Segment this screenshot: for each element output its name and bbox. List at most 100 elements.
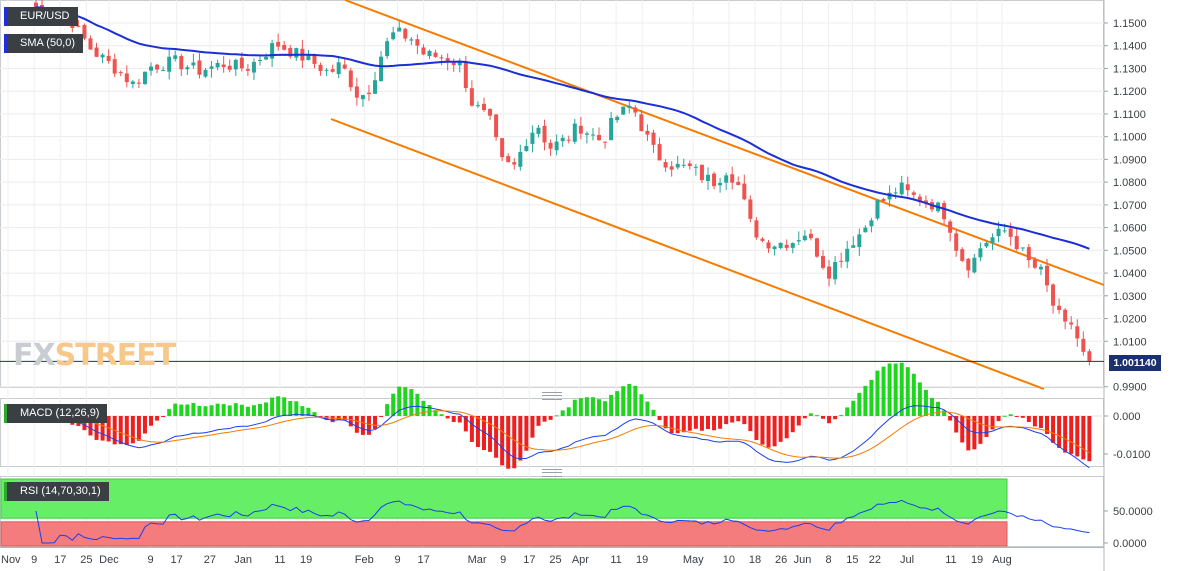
- candle-body: [657, 144, 662, 161]
- candle-body: [754, 220, 759, 238]
- macd-histogram-bar: [742, 416, 747, 425]
- macd-histogram-bar: [724, 416, 729, 425]
- macd-histogram-bar: [984, 416, 989, 437]
- macd-histogram-bar: [227, 405, 232, 416]
- time-tick-label: 19: [971, 554, 983, 566]
- candle-body: [124, 73, 129, 83]
- macd-histogram-bar: [330, 416, 335, 423]
- macd-histogram-bar: [772, 416, 777, 447]
- macd-histogram-bar: [1008, 414, 1013, 416]
- candle-body: [294, 48, 299, 58]
- macd-histogram-bar: [215, 403, 220, 416]
- candle-body: [845, 248, 850, 262]
- macd-histogram-bar: [681, 416, 686, 433]
- symbol-label[interactable]: EUR/USD: [4, 7, 78, 26]
- channel-lines: [330, 0, 1105, 390]
- macd-histogram-bar: [385, 404, 390, 416]
- candle-body: [627, 105, 632, 108]
- macd-histogram-bar: [342, 416, 347, 421]
- candle-body: [960, 249, 965, 261]
- macd-histogram-bar: [409, 389, 414, 416]
- panel-frame: [0, 0, 1104, 388]
- candle-body: [851, 245, 856, 248]
- panel-resize-handle-rsi[interactable]: [542, 469, 562, 477]
- price-tick-label: 1.0300: [1113, 291, 1147, 303]
- candle-body: [469, 88, 474, 106]
- candle-body: [639, 114, 644, 132]
- macd-histogram-bar: [421, 400, 426, 416]
- candle-body: [215, 62, 220, 68]
- macd-histogram-bar: [633, 385, 638, 416]
- macd-histogram-bar: [173, 403, 178, 416]
- sma-legend[interactable]: SMA (50,0): [4, 34, 84, 53]
- macd-histogram-bar: [1045, 416, 1050, 434]
- macd-histogram-bar: [415, 393, 420, 416]
- macd-histogram-bar: [869, 379, 874, 416]
- panel-resize-handle-macd[interactable]: [542, 392, 562, 400]
- candle-body: [681, 164, 686, 166]
- macd-histogram-bar: [802, 416, 807, 419]
- macd-histogram-bar: [391, 393, 396, 416]
- macd-histogram-bar: [524, 416, 529, 451]
- candle-body: [379, 56, 384, 82]
- macd-histogram-bar: [808, 413, 813, 416]
- candle-body: [1069, 322, 1074, 325]
- candle-body: [276, 41, 281, 47]
- macd-histogram-bar: [536, 416, 541, 426]
- candle-body: [966, 258, 971, 271]
- macd-histogram-bar: [1002, 415, 1007, 417]
- macd-histogram-bar: [463, 416, 468, 432]
- candle-body: [173, 55, 178, 59]
- candle-body: [1038, 266, 1043, 270]
- macd-histogram-bar: [191, 402, 196, 416]
- macd-histogram-bar: [887, 363, 892, 416]
- macd-histogram-bar: [675, 416, 680, 434]
- candle-body: [142, 71, 147, 85]
- macd-histogram-bar: [627, 383, 632, 416]
- candle-body: [603, 141, 608, 143]
- candle-body: [917, 196, 922, 203]
- rsi-overbought-zone: [0, 478, 1008, 519]
- macd-histogram-bar: [942, 410, 947, 416]
- candle-body: [82, 25, 87, 39]
- macd-histogram-bar: [881, 366, 886, 416]
- candle-body: [155, 64, 160, 70]
- candle-body: [615, 116, 620, 121]
- candle-body: [954, 233, 959, 251]
- macd-legend[interactable]: MACD (12,26,9): [4, 404, 108, 423]
- candle-body: [167, 56, 172, 72]
- macd-histogram-bar: [609, 394, 614, 416]
- macd-histogram-bar: [766, 416, 771, 448]
- macd-histogram-bar: [1069, 416, 1074, 454]
- candle-body: [911, 192, 916, 195]
- candle-body: [590, 134, 595, 136]
- macd-histogram-bar: [433, 410, 438, 416]
- macd-histogram-bar: [251, 405, 256, 416]
- macd-tick-label: -0.0100: [1113, 449, 1150, 461]
- macd-histogram-bar: [306, 407, 311, 416]
- rsi-legend[interactable]: RSI (14,70,30,1): [4, 482, 109, 501]
- time-tick-label: 17: [54, 554, 66, 566]
- macd-histogram-bar: [1032, 416, 1037, 427]
- time-tick-label: 19: [636, 554, 648, 566]
- macd-histogram-bar: [354, 416, 359, 433]
- macd-histogram-bar: [833, 416, 838, 420]
- candle-body: [645, 130, 650, 135]
- price-tick-label: 1.0100: [1113, 336, 1147, 348]
- macd-histogram-bar: [990, 416, 995, 430]
- candle-body: [221, 64, 226, 68]
- time-tick-label: 11: [610, 554, 621, 566]
- macd-histogram-bar: [1081, 416, 1086, 460]
- candle-body: [34, 2, 38, 8]
- macd-histogram-bar: [699, 416, 704, 431]
- candle-body: [1008, 228, 1013, 237]
- candle-body: [1002, 230, 1007, 232]
- candle-body: [784, 244, 789, 248]
- macd-histogram-bar: [233, 403, 238, 416]
- candle-body: [699, 164, 704, 181]
- price-tick-label: 1.0900: [1113, 154, 1147, 166]
- watermark-fx: FX: [13, 338, 56, 373]
- rsi-tick-label: 0.0000: [1113, 538, 1147, 550]
- candle-body: [494, 114, 499, 138]
